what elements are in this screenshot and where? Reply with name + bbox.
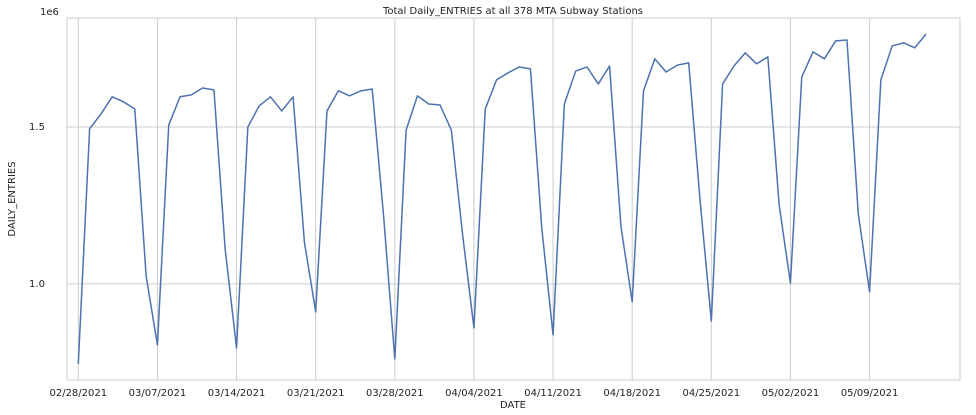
plot-frame [66, 17, 961, 381]
x-tick-label: 05/09/2021 [841, 388, 899, 399]
x-tick-label: 03/28/2021 [366, 388, 424, 399]
x-tick-label: 03/07/2021 [129, 388, 187, 399]
x-tick-label: 03/14/2021 [208, 388, 266, 399]
chart-title: Total Daily_ENTRIES at all 378 MTA Subwa… [382, 6, 643, 17]
x-tick-label: 04/11/2021 [524, 388, 582, 399]
data-line [77, 33, 927, 365]
y-tick-label: 1.0 [29, 279, 45, 290]
x-tick-label: 04/04/2021 [445, 388, 503, 399]
x-tick-label: 03/21/2021 [287, 388, 345, 399]
x-tick-label: 04/25/2021 [682, 388, 740, 399]
x-tick-label: 05/02/2021 [762, 388, 820, 399]
x-tick-label: 04/18/2021 [603, 388, 661, 399]
x-tick-label: 02/28/2021 [49, 388, 107, 399]
y-offset-label: 1e6 [40, 7, 59, 18]
x-axis-label: DATE [500, 400, 526, 411]
y-tick-label: 1.5 [29, 122, 45, 133]
y-axis-label: DAILY_ENTRIES [7, 161, 18, 236]
